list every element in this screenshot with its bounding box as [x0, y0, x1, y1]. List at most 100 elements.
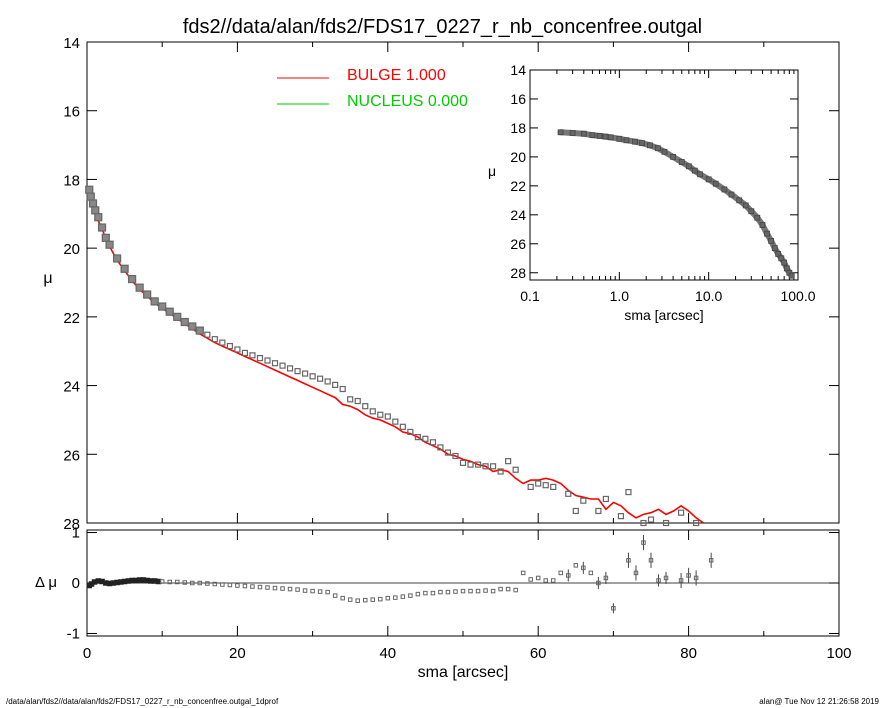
main-y-tick-label: 18: [63, 172, 80, 189]
inset-data-point: [748, 208, 755, 215]
residual-data-point: [235, 583, 240, 588]
residual-data-point: [272, 585, 278, 591]
main-data-point: [97, 223, 107, 232]
main-data-point: [369, 408, 376, 415]
residual-data-point: [212, 581, 218, 587]
residual-data-point: [678, 578, 684, 583]
inset-data-point: [623, 137, 630, 144]
residual-data-point: [317, 589, 323, 594]
residual-data-point: [596, 580, 601, 586]
main-data-point: [677, 509, 685, 516]
main-data-point: [188, 322, 197, 331]
main-y-tick-label: 26: [63, 447, 80, 464]
main-data-point: [474, 461, 482, 468]
residual-data-point: [558, 570, 564, 576]
main-data-point: [542, 482, 549, 489]
inset-data-point: [580, 130, 587, 137]
main-data-point: [467, 461, 474, 468]
residual-x-tick-label: 80: [680, 645, 697, 662]
main-data-point: [332, 381, 339, 388]
inset-data-point: [607, 134, 614, 141]
residual-data-point: [573, 563, 579, 568]
residual-x-tick-label: 60: [530, 645, 547, 662]
inset-x-axis-label: sma [arcsec]: [624, 307, 703, 323]
main-data-point: [437, 444, 444, 451]
main-data-point: [94, 213, 103, 222]
inset-x-tick-label: 10.0: [695, 288, 722, 304]
main-data-point: [662, 519, 670, 527]
main-data-point: [294, 368, 301, 375]
residual-data-point: [250, 584, 255, 589]
main-data-point: [101, 233, 110, 242]
page-title: fds2//data/alan/fds2/FDS17_0227_r_nb_con…: [182, 16, 703, 38]
residual-data-point: [159, 579, 165, 584]
residual-data-point: [648, 558, 654, 563]
residual-x-axis-label: sma [arcsec]: [418, 664, 509, 681]
residual-data-point: [423, 590, 428, 596]
main-data-point: [264, 357, 271, 364]
residual-data-point: [242, 583, 248, 589]
residual-data-point: [257, 584, 263, 590]
residual-data-point: [182, 580, 188, 585]
main-data-point: [309, 373, 316, 380]
footer-file-path: /data/alan/fds2//data/alan/fds2/FDS17_02…: [6, 697, 279, 706]
residual-data-point: [190, 580, 195, 586]
inset-x-tick-label: 100.0: [780, 288, 815, 304]
residual-data-points: [86, 540, 714, 611]
residual-data-point: [490, 588, 496, 594]
residual-x-tick-label: 0: [83, 645, 91, 662]
inset-data-point: [775, 251, 782, 257]
inset-data-track: [557, 129, 795, 279]
inset-data-point: [768, 237, 775, 244]
main-data-point: [241, 349, 249, 357]
inset-data-point: [712, 180, 719, 187]
inset-x-tick-label: 0.1: [520, 288, 540, 304]
inset-data-point: [569, 130, 576, 136]
residual-data-point: [663, 575, 669, 581]
inset-y-axis-label: μ: [488, 163, 496, 179]
residual-data-point: [475, 588, 481, 594]
main-data-point: [195, 326, 204, 335]
main-data-point: [158, 302, 167, 311]
residual-data-point: [483, 588, 488, 593]
main-data-point: [580, 497, 587, 504]
residual-data-point: [362, 597, 368, 603]
main-data-point: [407, 428, 414, 436]
residual-data-point: [295, 587, 300, 592]
main-data-point: [120, 264, 129, 273]
residual-data-point: [528, 577, 533, 582]
residual-data-point: [633, 570, 639, 576]
residual-data-point: [393, 595, 398, 600]
inset-plot-panel: 14 16 18 20 22 24 26 28 0.1 1.0 10.0 100.0 μ sma [a…: [488, 62, 816, 323]
main-data-point: [459, 459, 467, 466]
main-data-point: [347, 396, 354, 403]
inset-data-points: [557, 129, 795, 279]
residual-data-point: [693, 575, 699, 581]
main-plot-frame: [86, 41, 840, 524]
residual-data-point: [355, 598, 360, 603]
inset-data-point: [721, 186, 728, 193]
main-y-tick-label: 28: [63, 516, 80, 533]
residual-data-point: [513, 587, 518, 593]
residual-data-point: [408, 593, 413, 598]
main-data-point: [399, 423, 406, 430]
residual-data-point: [611, 605, 616, 611]
residual-data-point: [167, 579, 172, 585]
main-data-point: [444, 449, 452, 456]
main-y-tick-label: 22: [63, 310, 80, 327]
residual-plot-panel: 10-10 20 40 60 80 100 Δ μ sma [arcsec]: [35, 525, 852, 681]
residual-y-tick-label: -1: [67, 625, 80, 642]
residual-data-point: [265, 585, 270, 590]
residual-data-point: [227, 582, 233, 588]
residual-data-point: [626, 558, 631, 563]
inset-data-point: [742, 202, 749, 209]
residual-y-tick-label: 1: [72, 525, 80, 542]
inset-data-point: [705, 176, 712, 183]
inset-data-point: [781, 259, 788, 266]
main-data-point: [572, 507, 579, 515]
main-data-point: [173, 312, 182, 321]
main-data-point: [143, 290, 152, 299]
main-data-point: [693, 519, 700, 527]
residual-data-point: [332, 593, 338, 598]
residual-data-point: [400, 594, 406, 599]
